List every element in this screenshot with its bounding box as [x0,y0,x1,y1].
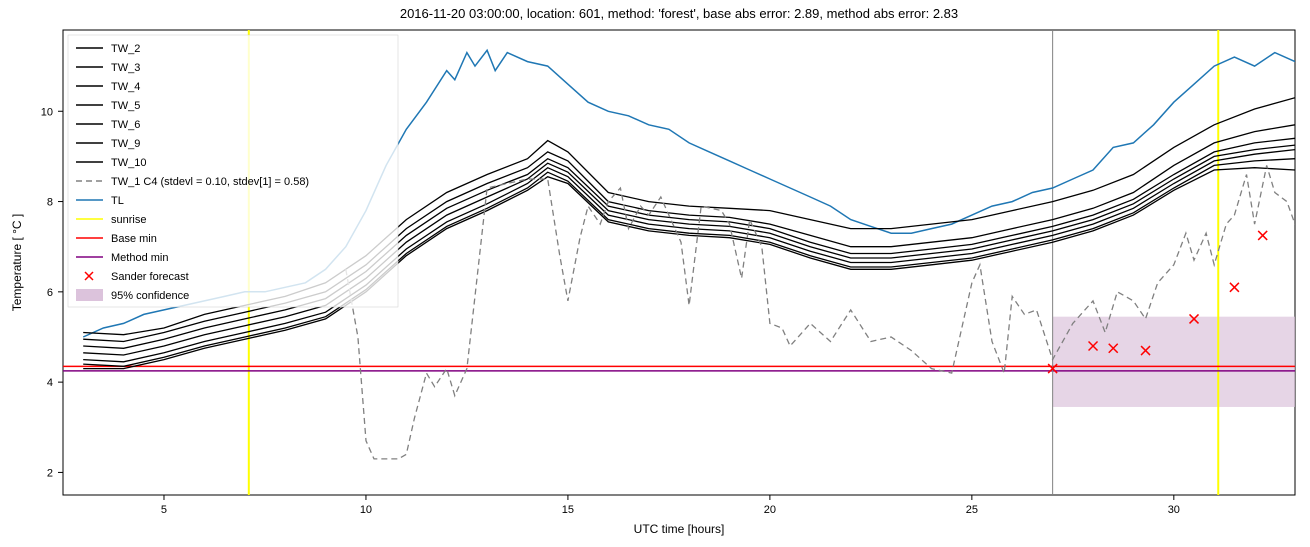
ytick-label: 4 [47,377,53,389]
ytick-label: 6 [47,287,53,299]
xtick-label: 20 [764,504,776,516]
temperature-chart: 5 10 15 20 25 30 2 4 6 8 10 UTC time [hours] Tempera… [0,0,1310,547]
xtick-label: 10 [360,504,372,516]
xtick-label: 5 [161,504,167,516]
legend-label: TW_1 C4 (stdevl = 0.10, stdev[1] = 0.58) [111,176,309,188]
legend-label: TW_2 [111,43,140,55]
chart-title: 2016-11-20 03:00:00, location: 601, meth… [400,6,958,21]
y-axis-label: Temperature [ °C ] [10,214,24,312]
ytick-label: 2 [47,467,53,479]
legend-label: TW_6 [111,119,140,131]
xtick-label: 30 [1168,504,1180,516]
legend: TW_2 TW_3 TW_4 TW_5 TW_6 TW_9 TW_10 TW_1 C4 (st… [68,35,398,307]
legend-label: Sander forecast [111,271,189,283]
legend-label: TW_4 [111,81,140,93]
ytick-label: 8 [47,197,53,209]
legend-label: TW_10 [111,157,146,169]
confidence-band [1053,317,1295,407]
legend-label: Method min [111,252,168,264]
legend-label: TL [111,195,124,207]
xtick-label: 25 [966,504,978,516]
legend-label: sunrise [111,214,146,226]
legend-swatch [76,289,103,301]
legend-label: TW_3 [111,62,140,74]
xtick-label: 15 [562,504,574,516]
legend-label: TW_5 [111,100,140,112]
legend-label: TW_9 [111,138,140,150]
legend-label: 95% confidence [111,290,189,302]
legend-label: Base min [111,233,157,245]
legend-box [68,35,398,307]
ytick-label: 10 [41,106,53,118]
x-axis-label: UTC time [hours] [634,522,725,536]
